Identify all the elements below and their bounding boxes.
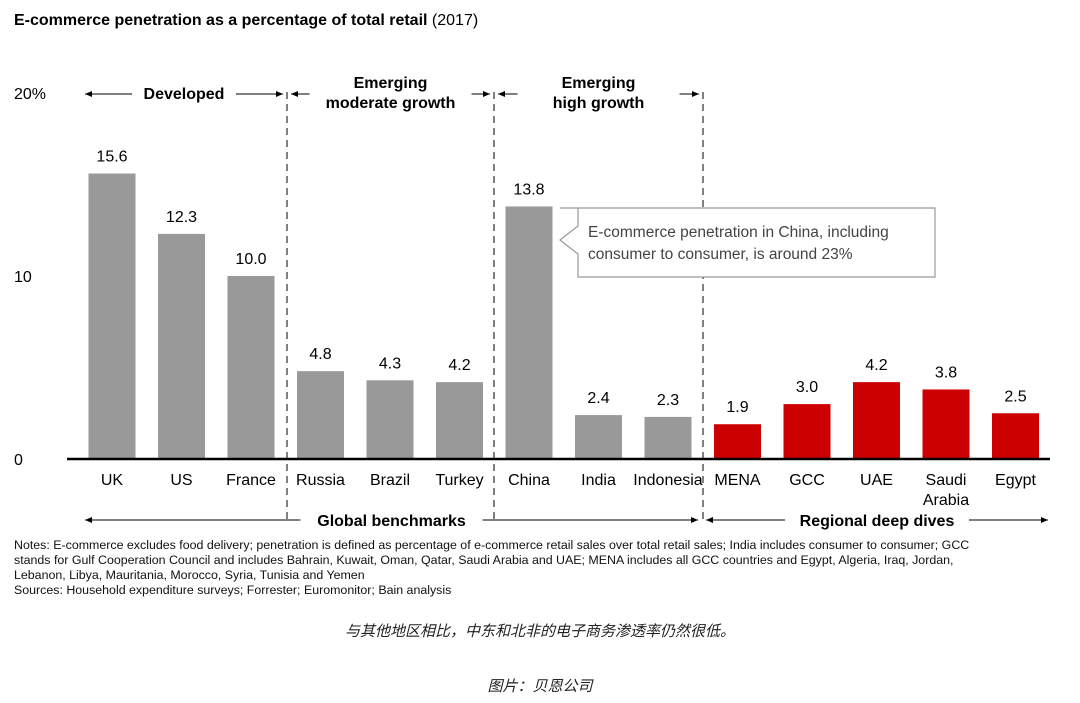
bar-brazil <box>366 380 414 459</box>
bar-india <box>575 415 622 459</box>
bar-gcc <box>783 404 831 459</box>
value-label: 3.8 <box>935 364 957 381</box>
china-annotation: E-commerce penetration in China, includi… <box>559 207 936 278</box>
value-label: 2.5 <box>1004 388 1026 405</box>
x-tick-label: France <box>226 472 276 489</box>
value-label: 2.3 <box>657 392 679 409</box>
chart-title: E-commerce penetration as a percentage o… <box>14 12 478 29</box>
value-label: 2.4 <box>587 390 609 407</box>
note-line: Lebanon, Libya, Mauritania, Morocco, Syr… <box>14 568 365 582</box>
bottom-group-label: Regional deep dives <box>800 513 955 530</box>
value-label: 4.2 <box>865 357 887 374</box>
x-tick-label: India <box>581 472 616 489</box>
annotation-line-2: consumer to consumer, is around 23% <box>588 246 853 263</box>
x-tick-label: Russia <box>296 472 345 489</box>
x-tick-label: China <box>508 472 550 489</box>
bar-egypt <box>992 413 1039 459</box>
note-line: stands for Gulf Cooperation Council and … <box>14 553 953 567</box>
x-tick-label: MENA <box>714 472 761 489</box>
value-label: 4.2 <box>448 357 470 374</box>
x-tick-label: Brazil <box>370 472 410 489</box>
x-tick-label: Turkey <box>435 472 483 489</box>
x-tick-label: Egypt <box>995 472 1036 489</box>
bar-indonesia <box>644 416 692 459</box>
note-line: Sources: Household expenditure surveys; … <box>14 583 451 597</box>
bar-mena <box>714 424 761 459</box>
value-label: 13.8 <box>513 181 544 198</box>
x-tick-label: US <box>170 472 192 489</box>
value-label: 4.8 <box>309 346 331 363</box>
value-label: 4.3 <box>379 355 401 372</box>
caption: 与其他地区相比，中东和北非的电子商务渗透率仍然很低。 <box>344 622 735 640</box>
group-label: high growth <box>553 95 645 112</box>
y-tick-label: 20% <box>14 86 46 103</box>
group-label: Developed <box>144 86 225 103</box>
value-label: 3.0 <box>796 379 818 396</box>
value-label: 1.9 <box>726 399 748 416</box>
y-tick-label: 0 <box>14 452 23 469</box>
annotation-line-1: E-commerce penetration in China, includi… <box>588 224 889 241</box>
x-tick-label: Indonesia <box>633 472 702 489</box>
x-tick-label: UK <box>101 472 124 489</box>
image-credit: 图片：贝恩公司 <box>487 677 593 695</box>
x-tick-label: Saudi Arabia <box>923 472 969 509</box>
bar-saudi-arabia <box>922 389 970 459</box>
bar-uk <box>88 173 136 459</box>
bottom-group-label: Global benchmarks <box>317 513 466 530</box>
group-label: moderate growth <box>326 95 456 112</box>
group-label: Emerging <box>354 75 428 92</box>
bar-russia <box>297 371 344 459</box>
group-label: Emerging <box>562 75 636 92</box>
bar-turkey <box>436 382 483 459</box>
bar-china <box>505 206 553 459</box>
value-label: 15.6 <box>96 149 127 166</box>
bar-france <box>227 276 275 459</box>
x-tick-label: GCC <box>789 472 825 489</box>
note-line: Notes: E-commerce excludes food delivery… <box>14 538 969 552</box>
y-tick-label: 10 <box>14 269 32 286</box>
value-label: 10.0 <box>235 251 266 268</box>
x-tick-label: UAE <box>860 472 893 489</box>
bar-uae <box>853 382 900 459</box>
value-label: 12.3 <box>166 209 197 226</box>
bar-us <box>158 233 205 459</box>
chart: E-commerce penetration as a percentage o… <box>14 12 1050 597</box>
